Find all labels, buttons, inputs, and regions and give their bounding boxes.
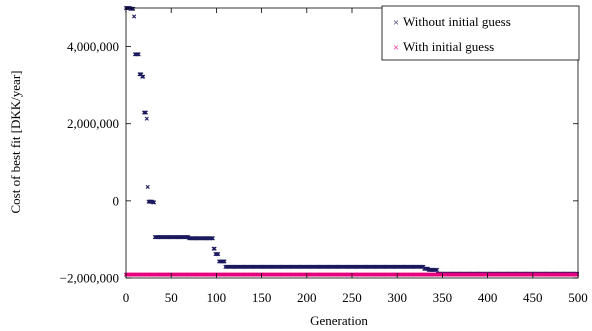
data-point	[222, 259, 227, 264]
data-point	[151, 200, 157, 205]
data-point	[434, 267, 440, 272]
data-point	[216, 251, 221, 257]
x-tick-label: 400	[478, 290, 498, 305]
legend-label-with-initial-guess: With initial guess	[403, 39, 494, 54]
data-point	[574, 272, 579, 277]
data-point	[209, 236, 214, 241]
y-tick-label: −2,000,000	[60, 271, 119, 286]
data-point	[212, 246, 217, 251]
data-point	[142, 110, 148, 115]
series-layer	[123, 5, 580, 277]
legend-box	[381, 5, 580, 61]
y-tick-label: 2,000,000	[67, 116, 119, 131]
data-point	[136, 52, 141, 57]
legend: × Without initial guess × With initial g…	[381, 5, 580, 61]
ticks-layer: 0 50 100 150 200 250 300 350 400 450 500 −2,000,000…	[60, 8, 588, 305]
x-tick-label: 500	[568, 290, 588, 305]
y-tick-label: 4,000,000	[67, 39, 119, 54]
legend-marker-with-initial-guess: ×	[393, 42, 399, 54]
x-tick-label: 450	[523, 290, 543, 305]
data-point	[433, 267, 439, 272]
x-tick-label: 250	[342, 290, 362, 305]
data-point	[215, 251, 220, 257]
legend-label-without-initial-guess: Without initial guess	[403, 14, 511, 29]
data-point	[135, 52, 140, 57]
data-point	[151, 200, 156, 205]
x-tick-label: 100	[207, 290, 227, 305]
y-axis-label: Cost of best fit [DKK/year]	[8, 71, 23, 214]
data-point	[144, 116, 149, 121]
x-tick-label: 350	[433, 290, 453, 305]
data-point	[143, 110, 148, 115]
data-point	[132, 14, 137, 19]
x-tick-label: 150	[252, 290, 272, 305]
x-tick-label: 50	[165, 290, 178, 305]
x-tick-label: 0	[123, 290, 130, 305]
x-axis-label: Generation	[310, 313, 368, 328]
y-tick-label: 0	[113, 193, 120, 208]
legend-marker-without-initial-guess: ×	[393, 17, 399, 29]
series-0	[123, 5, 580, 276]
series-1	[123, 272, 580, 277]
data-point	[145, 184, 150, 190]
data-point	[210, 236, 215, 241]
data-point	[221, 259, 226, 264]
x-tick-label: 300	[387, 290, 407, 305]
data-point	[141, 74, 146, 79]
data-point	[211, 246, 216, 251]
data-point	[140, 74, 145, 79]
x-tick-label: 200	[297, 290, 317, 305]
